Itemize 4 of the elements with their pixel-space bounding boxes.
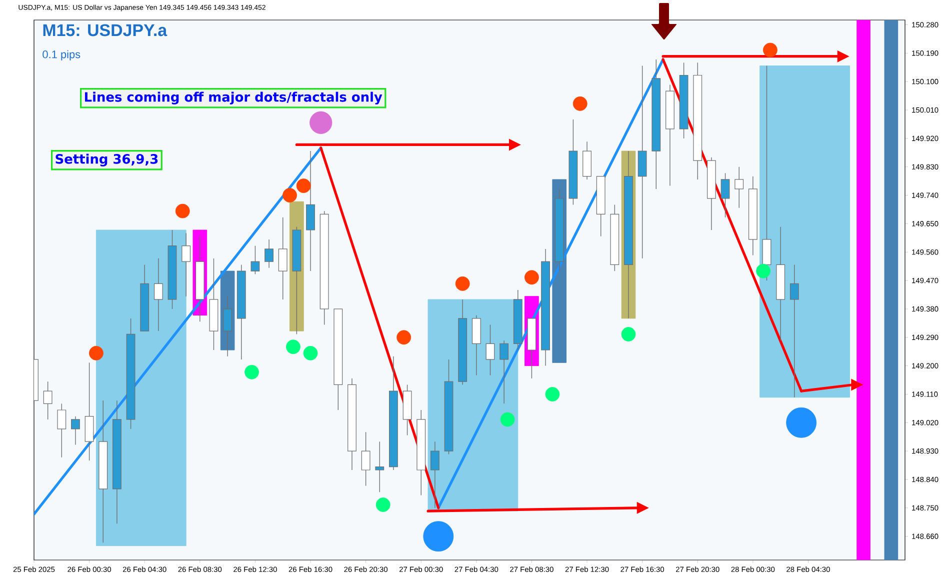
chart-title: M15: USDJPY.a: [43, 24, 168, 36]
annotation: Lines coming off major dots/fractals only: [84, 92, 382, 104]
annotation: Setting 36,9,3: [56, 154, 158, 166]
text: 0.1 pips: [42, 50, 80, 60]
